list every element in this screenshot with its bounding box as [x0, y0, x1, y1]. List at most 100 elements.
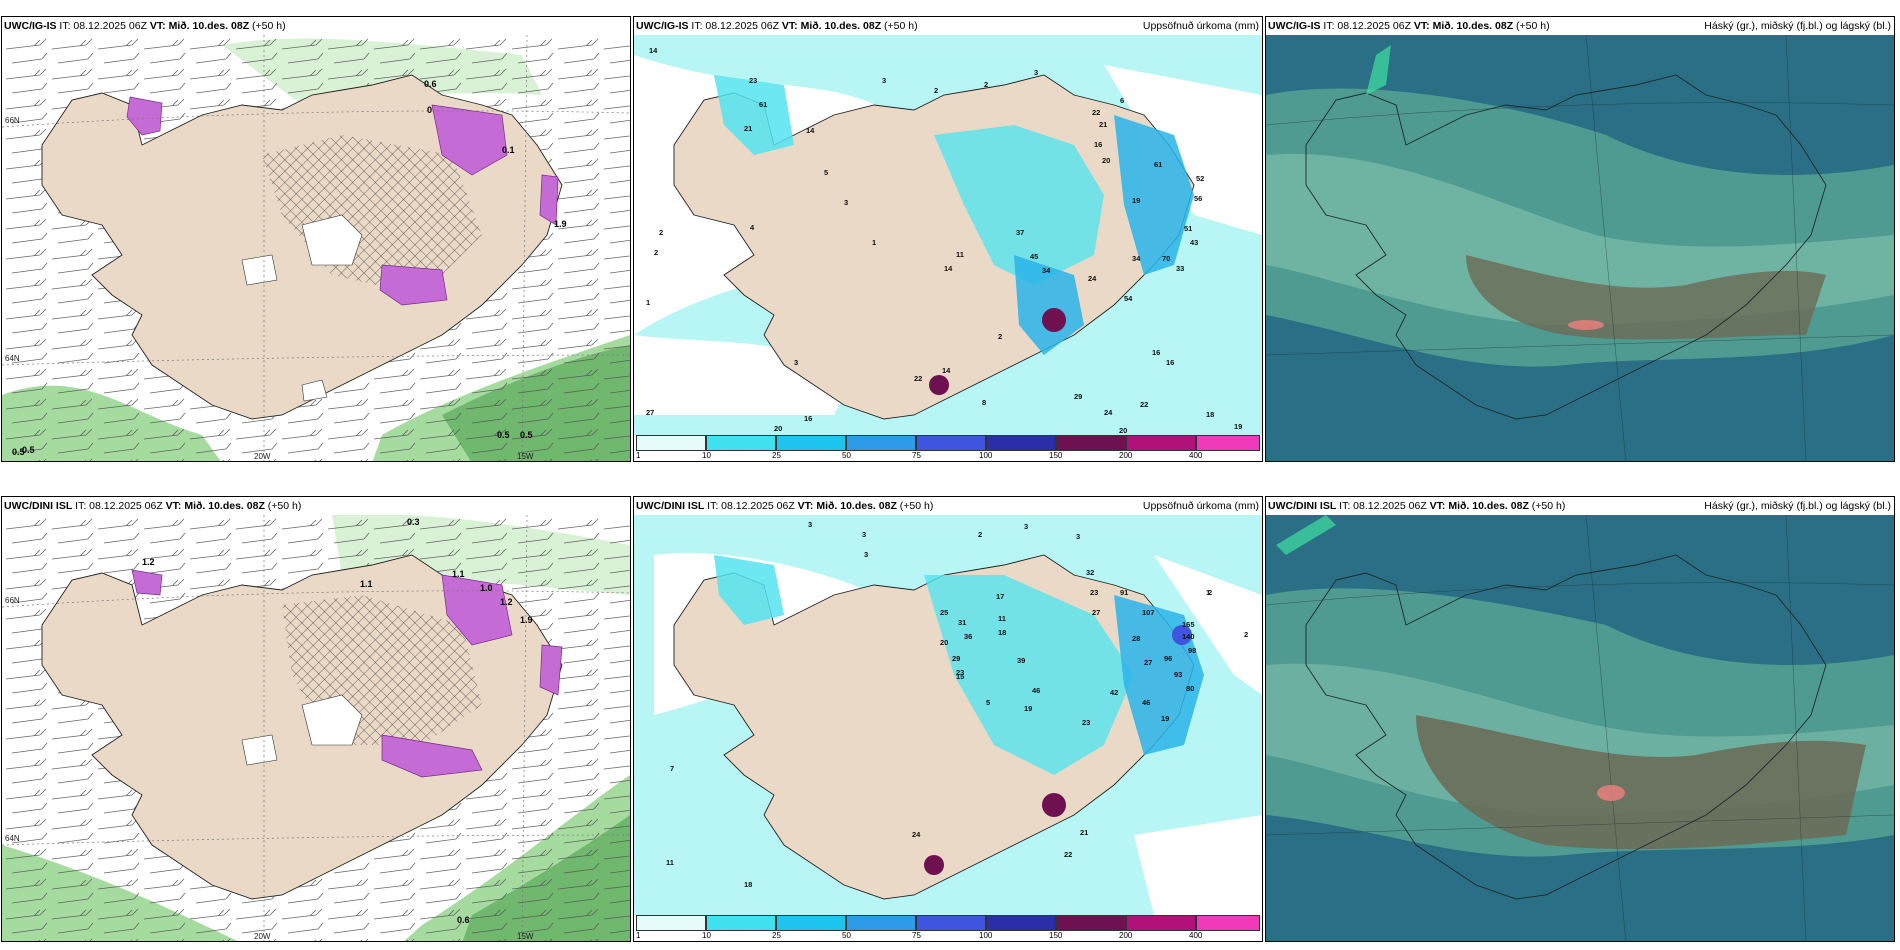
- panel-clouds-bottom: UWC/DINI ISL IT: 08.12.2025 06Z VT: Mið.…: [1265, 496, 1895, 942]
- precip-value-7: 32: [1086, 568, 1094, 577]
- lat-label-66n: 66N: [5, 596, 20, 605]
- precip-value-20: 61: [1154, 160, 1162, 169]
- panel-field-title: Uppsöfnuð úrkoma (mm): [1142, 20, 1259, 32]
- iceland-coastline: [1305, 554, 1827, 900]
- wind-value-5: 0.5: [520, 430, 533, 440]
- precip-value-2: 2: [934, 86, 938, 95]
- longitude-line-15w: [521, 515, 528, 941]
- precip-value-36: 22: [914, 374, 922, 383]
- colorbar-tick-8: 400: [1189, 931, 1203, 940]
- colorbar-seg-2: [776, 435, 846, 451]
- wind-map-svg: 66N 64N 20W 15W 0.3 1.2 1.1 1.1 1.0 1.2 …: [2, 515, 630, 941]
- precip-band-east: [934, 125, 1104, 285]
- cloud-cover-map: [1266, 515, 1894, 941]
- panel-field-title: Háský (gr.), miðský (fj.bl.) og lágský (…: [1704, 500, 1891, 512]
- precip-value-4: 3: [1024, 522, 1028, 531]
- precip-value-8: 23: [1090, 588, 1098, 597]
- wind-value-6: 0.5: [12, 447, 25, 457]
- colorbar-seg-8: [1196, 915, 1260, 931]
- precip-value-35: 2: [1244, 630, 1248, 639]
- glacier-vatnajokull: [301, 214, 363, 266]
- wind-value-1: 1.2: [142, 557, 155, 567]
- colorbar-seg-3: [846, 435, 916, 451]
- wind-value-2: 1.1: [360, 579, 373, 589]
- precip-value-11: 107: [1142, 608, 1155, 617]
- lat-label-64n: 64N: [5, 834, 20, 843]
- precip-value-29: 21: [1080, 828, 1088, 837]
- glacier-langjokull: [241, 734, 278, 766]
- init-time: IT: 08.12.2025 06Z: [704, 500, 798, 512]
- precip-map-svg: 3 3 3 2 3 3 2 32 23 91 27 107 165 140 98…: [634, 515, 1262, 915]
- colorbar-seg-2: [776, 915, 846, 931]
- wind-value-0: 0.6: [424, 79, 437, 89]
- precip-value-49: 1: [646, 298, 650, 307]
- precip-value-31: 11: [956, 250, 964, 259]
- precip-westfjords: [714, 555, 784, 625]
- precip-max-south: [929, 375, 949, 395]
- valid-time: VT: Mið. 10.des. 08Z: [149, 20, 250, 32]
- precip-value-22: 19: [1024, 704, 1032, 713]
- lon-label-15w: 15W: [517, 452, 534, 461]
- icing-blob-east: [539, 644, 563, 696]
- precip-value-34: 1: [1206, 588, 1210, 597]
- icing-blob-westfjords: [131, 569, 163, 596]
- precip-value-0: 3: [808, 520, 812, 529]
- precip-value-46: 16: [1166, 358, 1174, 367]
- precip-value-48: 16: [804, 414, 812, 423]
- precip-max-south: [924, 855, 944, 875]
- precip-value-52: 4: [750, 223, 755, 232]
- colorbar-seg-3: [846, 915, 916, 931]
- colorbar-seg-1: [706, 915, 776, 931]
- precip-value-25: 23: [1082, 718, 1090, 727]
- precip-value-18: 93: [1174, 670, 1182, 679]
- precip-value-19: 56: [1194, 194, 1202, 203]
- colorbar-seg-7: [1126, 435, 1196, 451]
- precip-value-16: 27: [1144, 658, 1152, 667]
- panel-clouds-top: UWC/IG-IS IT: 08.12.2025 06Z VT: Mið. 10…: [1265, 16, 1895, 462]
- precip-value-11: 3: [844, 198, 848, 207]
- wind-value-3: 1.1: [452, 569, 465, 579]
- precip-value-25: 34: [1132, 254, 1141, 263]
- icing-blob-northeast: [431, 104, 508, 176]
- precip-value-28: 24: [912, 830, 921, 839]
- precip-value-8: 21: [744, 124, 752, 133]
- panel-field-title: Háský (gr.), miðský (fj.bl.) og lágský (…: [1704, 20, 1891, 32]
- lon-label-15w: 15W: [517, 932, 534, 941]
- precip-value-45: 5: [986, 698, 990, 707]
- colorbar-tick-4: 75: [912, 451, 921, 460]
- precip-value-28: 37: [1016, 228, 1024, 237]
- precip-value-13: 22: [1092, 108, 1100, 117]
- precip-value-9: 91: [1120, 588, 1128, 597]
- lead-time: (+50 h): [881, 20, 918, 32]
- precip-value-27: 15: [956, 672, 964, 681]
- icing-blob-east: [539, 174, 559, 226]
- precip-value-41: 22: [1140, 400, 1148, 409]
- init-time: IT: 08.12.2025 06Z: [688, 20, 782, 32]
- colorbar-seg-7: [1126, 915, 1196, 931]
- precip-value-17: 96: [1164, 654, 1172, 663]
- precip-value-13: 140: [1182, 632, 1195, 641]
- icing-blob-central: [379, 264, 448, 306]
- colorbar-tick-5: 100: [979, 931, 993, 940]
- panel-field-title: Uppsöfnuð úrkoma (mm): [1142, 500, 1259, 512]
- precip-value-12: 165: [1182, 620, 1195, 629]
- precip-map-svg: 14 3 2 2 3 6 23 61 21 14 5 3 2 22 21 16 …: [634, 35, 1262, 435]
- precip-value-33: 2: [998, 332, 1002, 341]
- icing-blob-central: [381, 734, 483, 778]
- precip-value-6: 2: [1208, 588, 1212, 597]
- model-name: UWC/IG-IS: [636, 20, 689, 32]
- glacier-langjokull: [241, 254, 278, 286]
- glacier-vatnajokull: [301, 694, 363, 746]
- precip-value-16: 20: [1102, 156, 1110, 165]
- colorbar-tick-7: 200: [1119, 451, 1133, 460]
- precip-value-32: 18: [744, 880, 752, 889]
- precip-value-37: 14: [942, 366, 951, 375]
- precip-value-40: 24: [1104, 408, 1113, 417]
- precip-value-14: 98: [1188, 646, 1196, 655]
- precip-value-50: 2: [659, 228, 663, 237]
- precip-max-southeast: [1042, 308, 1066, 332]
- precip-colorbar: 1 10 25 50 75 100 150 200 400: [636, 435, 1260, 461]
- precip-value-51: 1: [872, 238, 876, 247]
- dry-sea-southeast: [1134, 815, 1262, 915]
- precip-value-26: 24: [1088, 274, 1097, 283]
